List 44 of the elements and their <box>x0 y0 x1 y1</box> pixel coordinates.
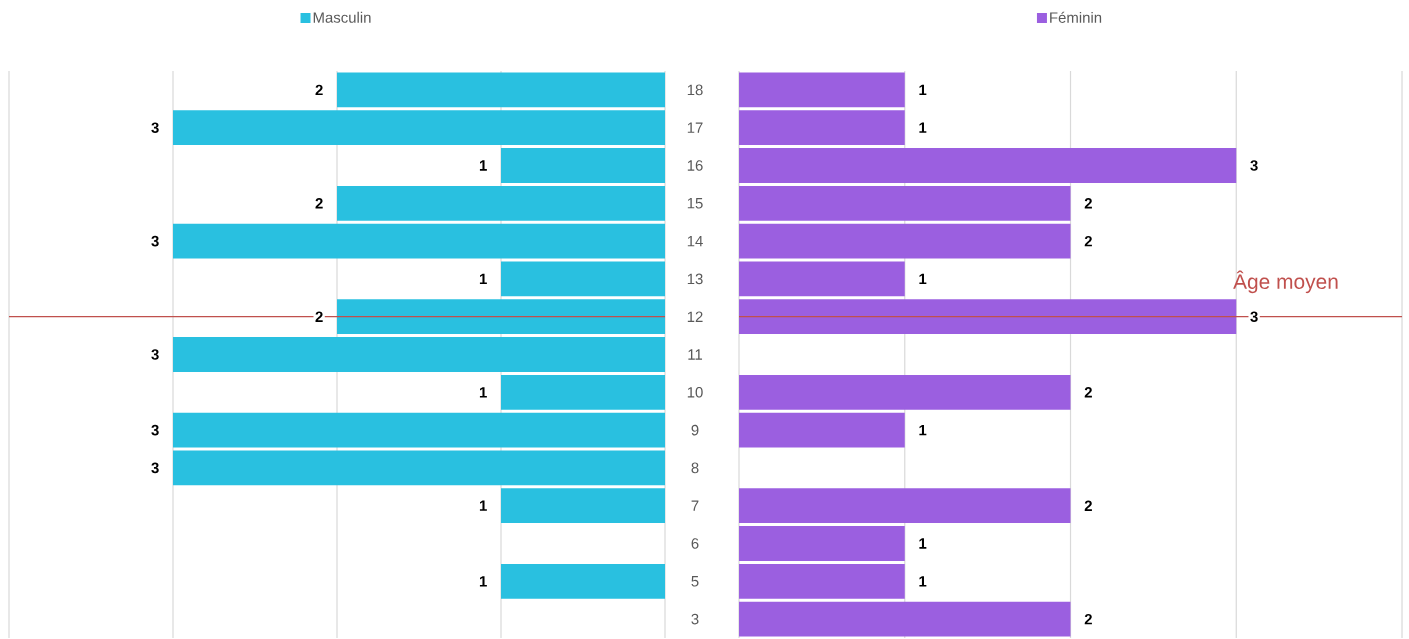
y-tick-label: 11 <box>688 349 703 360</box>
data-label: 3 <box>151 424 159 436</box>
data-label: 2 <box>1084 500 1092 511</box>
y-tick-label: 17 <box>687 122 703 133</box>
data-label: 2 <box>315 198 323 209</box>
data-label: 1 <box>919 424 927 436</box>
data-label: 1 <box>919 538 927 549</box>
data-label: 2 <box>1084 198 1092 209</box>
y-tick-label: 3 <box>691 613 699 625</box>
data-label: 1 <box>919 273 927 285</box>
data-label: 2 <box>315 311 323 322</box>
y-tick-label: 15 <box>687 198 703 209</box>
data-label: 1 <box>479 273 487 285</box>
y-tick-label: 9 <box>691 424 699 436</box>
data-label: 1 <box>919 122 927 133</box>
ref-line-label: Âge moyen <box>1233 270 1338 294</box>
data-label: 3 <box>151 235 159 247</box>
data-label: 3 <box>151 349 159 360</box>
data-label: 1 <box>919 84 927 96</box>
y-tick-label: 16 <box>687 160 703 171</box>
y-tick-label: 7 <box>691 500 699 511</box>
y-tick-label: 5 <box>691 576 699 587</box>
data-label: 3 <box>151 122 159 134</box>
y-tick-label: 13 <box>687 273 703 285</box>
data-label: 2 <box>315 84 323 96</box>
data-label: 3 <box>151 462 159 474</box>
y-tick-label: 12 <box>687 311 703 322</box>
data-label: 1 <box>479 160 487 171</box>
legend-label: Féminin <box>1050 11 1102 23</box>
data-label: 2 <box>1084 235 1092 247</box>
data-label: 3 <box>1250 160 1258 171</box>
y-tick-label: 10 <box>687 387 703 398</box>
y-tick-label: 14 <box>687 235 703 247</box>
data-label: 2 <box>1084 387 1092 398</box>
y-tick-label: 6 <box>691 538 699 549</box>
data-label: 2 <box>1084 613 1092 625</box>
y-tick-label: 18 <box>687 84 703 96</box>
data-label: 1 <box>919 576 927 587</box>
y-tick-label: 8 <box>691 462 699 474</box>
data-label: 1 <box>479 387 487 398</box>
data-label: 3 <box>1250 311 1258 323</box>
legend-label: Masculin <box>313 11 371 23</box>
data-label: 1 <box>479 500 487 511</box>
data-label: 1 <box>479 576 487 587</box>
